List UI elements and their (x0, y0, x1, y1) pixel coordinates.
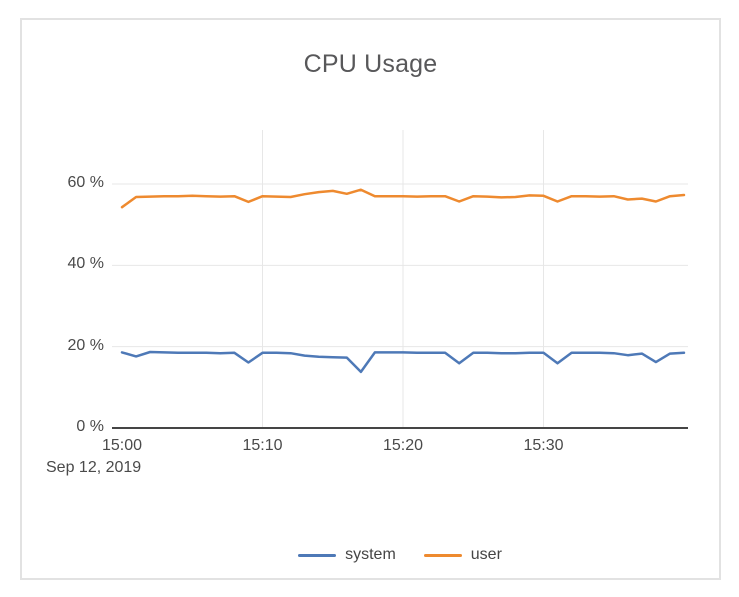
y-axis-tick-label: 40 % (67, 255, 104, 273)
legend-label: system (345, 546, 396, 563)
legend: system user (112, 546, 688, 564)
series-line-system (120, 350, 686, 374)
chart-card (20, 18, 721, 580)
legend-swatch-user (423, 553, 462, 557)
legend-swatch-system (298, 553, 337, 557)
x-axis-date-label: Sep 12, 2019 (46, 459, 142, 476)
chart-title: CPU Usage (303, 50, 438, 78)
legend-label: user (470, 546, 502, 563)
y-axis-tick-label: 60 % (67, 174, 104, 191)
x-axis-tick-label: 15:30 (523, 437, 564, 454)
x-axis-tick-label: 15:20 (382, 437, 424, 454)
x-axis-tick-label: 15:10 (242, 437, 283, 454)
x-axis-tick-label: 15:00 (101, 437, 143, 454)
legend-item-user[interactable]: user (423, 546, 502, 564)
series-line-user (120, 188, 686, 209)
y-axis-tick-label: 0 % (76, 418, 104, 435)
legend-item-system[interactable]: system (298, 546, 396, 564)
y-axis-tick-label: 20 % (67, 336, 104, 354)
